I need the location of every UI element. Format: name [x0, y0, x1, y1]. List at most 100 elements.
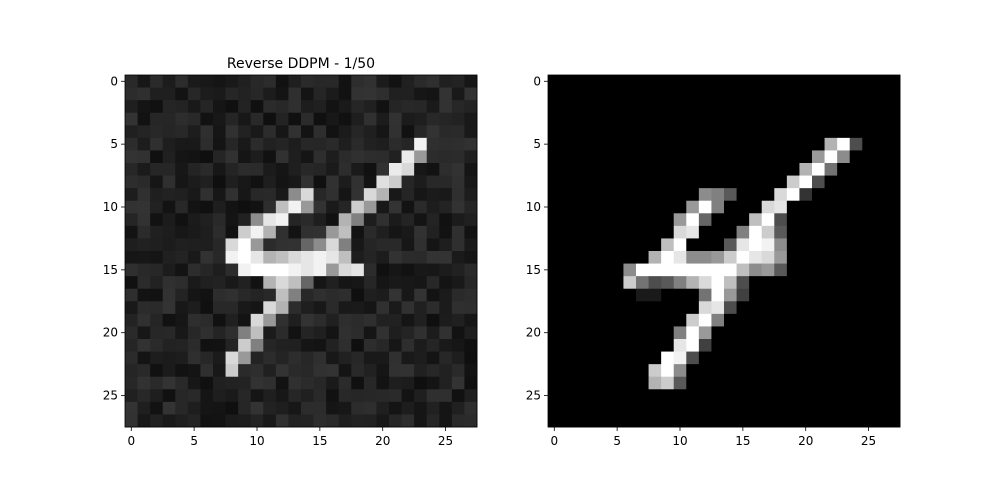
heatmap-cell [623, 200, 637, 214]
heatmap-image [548, 75, 901, 428]
heatmap-cell [824, 188, 838, 202]
heatmap-cell [799, 137, 813, 151]
heatmap-cell [150, 125, 164, 139]
heatmap-cell [414, 225, 428, 239]
heatmap-cell [761, 112, 775, 126]
heatmap-cell [263, 263, 277, 277]
heatmap-cell [874, 301, 888, 315]
heatmap-cell [736, 238, 750, 252]
heatmap-cell [837, 87, 851, 101]
heatmap-cell [849, 112, 863, 126]
heatmap-cell [351, 112, 365, 126]
heatmap-cell [573, 339, 587, 352]
heatmap-cell [439, 251, 453, 264]
heatmap-cell [338, 75, 352, 88]
heatmap-cell [263, 75, 277, 88]
heatmap-cell [389, 150, 402, 164]
x-tick-label: 5 [190, 434, 198, 448]
heatmap-cell [125, 175, 138, 189]
heatmap-cell [761, 75, 775, 88]
heatmap-cell [401, 313, 415, 327]
heatmap-cell [389, 238, 402, 252]
heatmap-cell [623, 288, 637, 302]
heatmap-cell [598, 137, 612, 151]
heatmap-cell [711, 414, 725, 428]
heatmap-cell [761, 175, 775, 189]
heatmap-cell [451, 238, 465, 252]
heatmap-cell [326, 200, 340, 214]
heatmap-cell [313, 376, 327, 390]
heatmap-cell [812, 87, 825, 101]
heatmap-cell [426, 137, 440, 151]
heatmap-cell [125, 401, 138, 415]
heatmap-cell [464, 414, 478, 428]
heatmap-cell [150, 313, 164, 327]
heatmap-cell [837, 364, 851, 378]
heatmap-cell [573, 112, 587, 126]
heatmap-cell [162, 75, 176, 88]
heatmap-cell [648, 414, 662, 428]
heatmap-cell [648, 389, 662, 403]
heatmap-cell [724, 276, 737, 290]
heatmap-cell [414, 313, 428, 327]
heatmap-cell [560, 389, 574, 403]
heatmap-cell [686, 213, 700, 227]
heatmap-cell [288, 225, 302, 239]
heatmap-cell [125, 150, 138, 164]
heatmap-cell [874, 163, 888, 176]
heatmap-cell [389, 200, 402, 214]
heatmap-cell [326, 188, 340, 202]
heatmap-cell [786, 313, 800, 327]
heatmap-cell [636, 364, 649, 378]
heatmap-cell [125, 125, 138, 139]
heatmap-cell [786, 288, 800, 302]
heatmap-cell [862, 376, 876, 390]
plot-title: Reverse DDPM - 1/50 [227, 56, 375, 72]
heatmap-cell [799, 75, 813, 88]
heatmap-cell [376, 100, 390, 114]
heatmap-cell [548, 150, 561, 164]
heatmap-cell [548, 213, 561, 227]
heatmap-cell [774, 200, 788, 214]
heatmap-cell [573, 163, 587, 176]
heatmap-cell [711, 326, 725, 340]
heatmap-cell [200, 376, 214, 390]
heatmap-cell [786, 263, 800, 277]
heatmap-cell [749, 188, 763, 202]
heatmap-cell [162, 238, 176, 252]
heatmap-cell [560, 100, 574, 114]
heatmap-cell [887, 364, 901, 378]
heatmap-cell [426, 150, 440, 164]
heatmap-cell [573, 125, 587, 139]
heatmap-cell [187, 137, 201, 151]
heatmap-cell [162, 364, 176, 378]
y-tick-label: 5 [533, 137, 541, 151]
heatmap-cell [837, 200, 851, 214]
heatmap-cell [263, 213, 277, 227]
heatmap-cell [724, 251, 737, 264]
heatmap-cell [439, 188, 453, 202]
heatmap-cell [301, 351, 314, 365]
heatmap-cell [874, 251, 888, 264]
heatmap-cell [301, 238, 314, 252]
heatmap-cell [711, 389, 725, 403]
heatmap-cell [648, 251, 662, 264]
heatmap-cell [661, 238, 675, 252]
heatmap-cell [824, 137, 838, 151]
heatmap-cell [661, 163, 675, 176]
heatmap-cell [799, 326, 813, 340]
heatmap-cell [288, 339, 302, 352]
heatmap-cell [238, 263, 252, 277]
heatmap-cell [426, 263, 440, 277]
heatmap-cell [200, 125, 214, 139]
heatmap-cell [749, 125, 763, 139]
heatmap-cell [338, 389, 352, 403]
heatmap-cell [125, 112, 138, 126]
heatmap-cell [389, 100, 402, 114]
heatmap-cell [661, 351, 675, 365]
heatmap-cell [125, 188, 138, 202]
heatmap-cell [238, 276, 252, 290]
heatmap-cell [225, 125, 239, 139]
heatmap-cell [250, 150, 264, 164]
heatmap-cell [887, 351, 901, 365]
